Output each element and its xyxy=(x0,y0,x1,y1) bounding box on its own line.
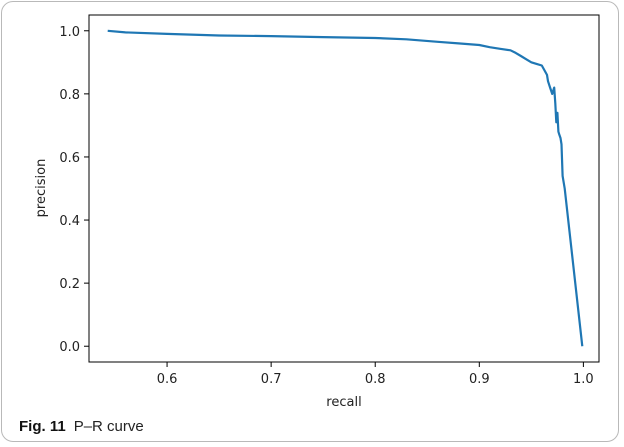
x-axis-title: recall xyxy=(326,395,361,410)
x-tick-label: 0.6 xyxy=(157,372,178,387)
y-tick-label: 0.8 xyxy=(59,88,80,103)
y-tick-label: 0.2 xyxy=(59,277,80,292)
x-tick-label: 0.8 xyxy=(365,372,386,387)
x-tick-label: 1.0 xyxy=(573,372,594,387)
figure-frame xyxy=(1,1,619,442)
x-tick-label: 0.9 xyxy=(469,372,490,387)
y-tick-label: 1.0 xyxy=(59,25,80,40)
pr-curve-line xyxy=(107,29,584,347)
y-axis-ticks: 0.0 0.2 0.4 0.6 0.8 1.0 xyxy=(59,25,89,355)
figure-label: Fig. 11 xyxy=(19,418,66,435)
y-tick-label: 0.0 xyxy=(59,340,80,355)
x-tick-label: 0.7 xyxy=(261,372,282,387)
y-axis-title: precision xyxy=(34,159,49,218)
x-axis-ticks: 0.6 0.7 0.8 0.9 1.0 xyxy=(157,362,594,387)
y-tick-label: 0.6 xyxy=(59,151,80,166)
plot-area xyxy=(88,14,600,363)
figure-caption-text: P–R curve xyxy=(73,418,144,435)
figure-caption: Fig. 11 P–R curve xyxy=(19,418,144,435)
y-tick-label: 0.4 xyxy=(59,214,80,229)
